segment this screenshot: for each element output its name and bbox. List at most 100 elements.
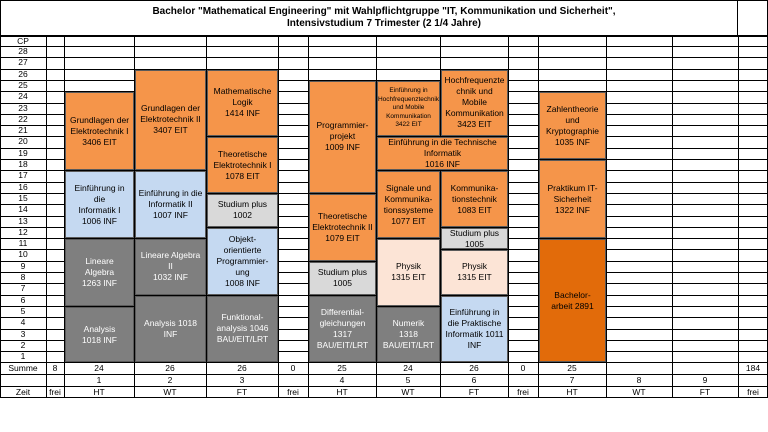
module-label: Einführung in die Informatik I 1006 INF <box>74 182 125 226</box>
module-label: Kommunika- tionstechnik 1083 EIT <box>450 182 499 215</box>
grid-column-line <box>376 36 377 398</box>
cp-row-label: 3 <box>20 328 26 339</box>
module-block[interactable]: Zahlentheorie und Kryptographie 1035 INF <box>539 92 606 159</box>
zeit-label: Zeit <box>15 386 31 397</box>
grid-column-line <box>278 36 279 398</box>
module-label: Physik 1315 EIT <box>457 261 492 283</box>
summe-cell: 24 <box>403 363 413 374</box>
module-label: Programmier- projekt 1009 INF <box>316 120 369 153</box>
cp-row-label: 16 <box>18 181 28 192</box>
trimester-cell: 2 <box>167 375 173 385</box>
module-block[interactable]: Objekt- orientierte Programmier-ung 1008… <box>207 227 278 295</box>
zeit-cell: FT <box>699 386 711 397</box>
title-corner-cell <box>737 1 767 35</box>
grid-column-line <box>206 36 207 398</box>
module-block[interactable]: Theoretische Elektrotechnik II 1079 EIT <box>309 193 376 261</box>
module-block[interactable]: Studium plus 1005 <box>309 261 376 295</box>
zeit-cell: WT <box>163 386 177 397</box>
cp-row-label: 8 <box>20 272 26 282</box>
module-block[interactable]: Mathematische Logik 1414 INF <box>207 69 278 137</box>
grid-column-line <box>440 36 441 398</box>
summe-cell: 0 <box>290 363 296 374</box>
module-block[interactable]: Studium plus 1005 <box>441 228 508 250</box>
module-label: Einführung in die Informatik II 1007 INF <box>138 188 203 221</box>
module-block[interactable]: Physik 1315 EIT <box>377 239 440 306</box>
module-label: Einführung in Hochfrequenztechnik und Mo… <box>377 87 440 129</box>
cp-row-label: 22 <box>18 113 28 124</box>
zeit-cell: FT <box>468 386 480 397</box>
trimester-cell: 8 <box>636 375 642 385</box>
zeit-cell: HT <box>566 386 578 397</box>
grid-column-line <box>134 36 135 398</box>
module-block[interactable]: Programmier- projekt 1009 INF <box>309 80 376 193</box>
module-block[interactable]: Theoretische Elektrotechnik I 1078 EIT <box>207 137 278 193</box>
cp-row-label: 10 <box>18 249 28 260</box>
summe-cell: 26 <box>237 363 247 374</box>
module-block[interactable]: Physik 1315 EIT <box>441 250 508 295</box>
grid-column-line <box>606 36 607 398</box>
summe-cell: 25 <box>337 363 347 374</box>
module-label: Einführung in die Technische Informatik … <box>388 137 497 170</box>
module-label: Studium plus 1005 <box>449 227 500 249</box>
module-label: Funktional- analysis 1046 BAU/EIT/LRT <box>216 312 269 345</box>
cp-row-label: 11 <box>18 238 28 249</box>
module-block[interactable]: Einführung in die Informatik II 1007 INF <box>135 171 206 239</box>
module-block[interactable]: Studium plus 1002 <box>207 193 278 227</box>
module-label: Grundlagen der Elektrotechnik I 3406 EIT <box>69 114 130 147</box>
module-block[interactable]: Signale und Kommunika- tionssysteme 1077… <box>377 171 440 239</box>
summe-cell: 25 <box>567 363 577 374</box>
module-block[interactable]: Einführung in die Technische Informatik … <box>377 137 508 171</box>
module-block[interactable]: Bachelor- arbeit 2891 <box>539 239 606 363</box>
module-label: Differential- gleichungen 1317 BAU/EIT/L… <box>316 306 369 350</box>
module-block[interactable]: Differential- gleichungen 1317 BAU/EIT/L… <box>309 295 376 363</box>
module-label: Numerik 1318 BAU/EIT/LRT <box>382 318 435 351</box>
grid-row-line <box>0 68 768 70</box>
zeit-cell: HT <box>336 386 348 397</box>
module-block[interactable]: Grundlagen der Elektrotechnik I 3406 EIT <box>65 92 134 171</box>
module-label: Analysis 1018 INF <box>144 317 197 339</box>
grid-row-line <box>0 46 768 47</box>
trimester-cell: 5 <box>405 375 411 385</box>
trimester-cell: 4 <box>339 375 345 385</box>
summe-cell: 184 <box>745 363 761 374</box>
cp-header: CP <box>17 36 29 46</box>
module-block[interactable]: Hochfrequenzte chnik und Mobile Kommunik… <box>441 69 508 137</box>
cp-row-label: 1 <box>20 351 26 362</box>
module-block[interactable]: Grundlagen der Elektrotechnik II 3407 EI… <box>135 69 206 171</box>
module-label: Physik 1315 EIT <box>391 261 426 283</box>
module-block[interactable]: Einführung in Hochfrequenztechnik und Mo… <box>377 80 440 137</box>
cp-row-label: 6 <box>20 294 26 305</box>
module-block[interactable]: Praktikum IT- Sicherheit 1322 INF <box>539 160 606 239</box>
trimester-cell: 6 <box>471 375 477 385</box>
module-block[interactable]: Numerik 1318 BAU/EIT/LRT <box>377 306 440 363</box>
module-block[interactable]: Lineare Algebra 1263 INF <box>65 239 134 306</box>
module-block[interactable]: Analysis 1018 INF <box>135 295 206 363</box>
grid-column-line <box>538 36 539 398</box>
grid-column-line <box>308 36 309 398</box>
cp-row-label: 7 <box>20 283 26 294</box>
cp-row-label: 5 <box>20 305 26 316</box>
summe-cell: 26 <box>469 363 479 374</box>
cp-row-label: 12 <box>18 226 28 237</box>
module-block[interactable]: Lineare Algebra II 1032 INF <box>135 239 206 295</box>
grid-column-line <box>508 36 509 398</box>
module-block[interactable]: Analysis 1018 INF <box>65 306 134 363</box>
grid-column-line <box>672 36 673 398</box>
grid-row-line <box>0 362 768 364</box>
grid-column-line <box>0 36 1 398</box>
summe-cell: 26 <box>165 363 175 374</box>
module-block[interactable]: Einführung in die Praktische Informatik … <box>441 295 508 363</box>
summe-cell: 24 <box>94 363 104 374</box>
study-plan-grid: CP 28 27 26 25 24 23 22 21 20 19 18 17 16 15 14 13 12 11 10… <box>0 36 768 432</box>
grid-row-line <box>0 238 768 240</box>
zeit-cell: FT <box>236 386 248 397</box>
module-block[interactable]: Funktional- analysis 1046 BAU/EIT/LRT <box>207 295 278 363</box>
trimester-cell: 9 <box>702 375 708 385</box>
zeit-cell: frei <box>517 386 529 397</box>
summe-cell: 0 <box>520 363 526 374</box>
module-block[interactable]: Kommunika- tionstechnik 1083 EIT <box>441 171 508 227</box>
grid-column-line <box>64 36 65 398</box>
module-label: Mathematische Logik 1414 INF <box>213 86 272 119</box>
module-block[interactable]: Einführung in die Informatik I 1006 INF <box>65 171 134 239</box>
module-label: Objekt- orientierte Programmier-ung 1008… <box>216 233 269 288</box>
